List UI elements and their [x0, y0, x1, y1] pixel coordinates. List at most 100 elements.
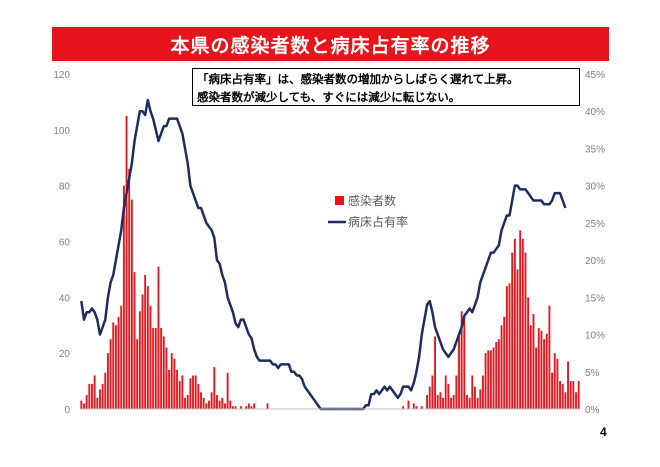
case-bar: [516, 269, 519, 409]
case-bar: [495, 342, 498, 409]
case-bar: [213, 367, 216, 410]
case-bar: [189, 378, 192, 409]
right-axis-tick-label: 40%: [585, 107, 605, 118]
case-bar: [144, 275, 147, 409]
case-bar: [181, 375, 184, 409]
case-bar: [85, 395, 88, 409]
left-axis-tick-label: 120: [53, 70, 70, 81]
left-axis-tick-label: 40: [59, 293, 71, 304]
case-bar: [489, 350, 492, 410]
case-bar: [165, 347, 168, 409]
case-bar: [226, 372, 229, 409]
case-bar: [122, 185, 125, 409]
case-bar: [208, 400, 210, 410]
case-bar: [99, 389, 101, 409]
case-bar: [412, 403, 415, 409]
right-axis-ticks: 0% 5% 10% 15% 20% 25% 30% 35% 40% 45%: [585, 70, 605, 416]
case-bar: [428, 386, 431, 409]
case-bar: [540, 330, 543, 409]
case-bar: [117, 316, 120, 410]
case-bar: [197, 383, 200, 410]
case-bar: [80, 400, 83, 410]
case-bar: [519, 230, 522, 409]
case-bar: [450, 397, 452, 409]
case-bar: [524, 252, 527, 409]
case-bar: [178, 381, 181, 409]
case-bar: [471, 375, 474, 409]
case-bar: [104, 372, 107, 409]
case-bar: [192, 375, 194, 409]
legend-bar-swatch: [335, 196, 344, 205]
annotation-line-2: 感染者数が減少しても、すぐには減少に転じない。: [197, 90, 461, 104]
case-bar: [564, 392, 567, 409]
case-bar: [247, 403, 250, 409]
case-bar: [569, 381, 572, 409]
case-bar: [479, 389, 482, 409]
case-bar: [476, 397, 479, 409]
case-bar: [439, 392, 442, 409]
left-axis-ticks: 0 20 40 60 80 100 120: [53, 70, 70, 416]
case-bar: [508, 283, 511, 410]
case-bar: [474, 386, 476, 409]
case-bar: [460, 311, 463, 409]
case-bar: [468, 397, 471, 409]
case-bar: [431, 375, 434, 409]
case-bar: [492, 347, 495, 409]
right-axis-tick-label: 45%: [585, 70, 605, 81]
case-bar: [561, 383, 564, 410]
case-bar: [216, 395, 218, 409]
case-bar: [91, 383, 93, 410]
case-bar: [234, 406, 237, 409]
right-axis-tick-label: 10%: [585, 331, 605, 342]
case-bar: [436, 395, 439, 409]
left-axis-tick-label: 60: [59, 238, 71, 249]
case-bar: [112, 322, 115, 409]
case-bar: [407, 400, 410, 410]
case-bar: [152, 328, 155, 409]
case-bar: [572, 381, 575, 409]
case-bar: [521, 238, 524, 409]
case-bar: [532, 314, 535, 409]
case-bar: [545, 333, 548, 410]
case-bar: [466, 395, 468, 409]
case-bar: [529, 325, 532, 409]
legend: 感染者数 病床占有率: [328, 193, 408, 229]
case-bar: [250, 406, 253, 409]
case-bar: [157, 266, 160, 410]
case-bar: [88, 383, 91, 410]
left-axis-tick-label: 80: [59, 182, 71, 193]
case-bar: [500, 325, 503, 409]
case-bar: [146, 286, 149, 409]
case-bar: [458, 336, 460, 409]
right-axis-tick-label: 35%: [585, 144, 605, 155]
case-bar: [481, 375, 484, 409]
case-bar: [202, 397, 205, 409]
case-bar: [231, 406, 234, 409]
case-bar: [138, 311, 141, 409]
case-bar: [463, 316, 466, 410]
case-bar: [93, 375, 96, 409]
right-axis-tick-label: 30%: [585, 182, 605, 193]
case-bar: [224, 403, 226, 409]
case-bar: [149, 305, 152, 409]
case-bar: [128, 168, 131, 409]
case-bar: [200, 392, 202, 409]
case-bar: [447, 383, 450, 410]
case-bar: [415, 406, 418, 409]
case-bar: [83, 403, 85, 409]
left-axis-tick-label: 0: [64, 405, 70, 416]
case-bar: [513, 238, 516, 409]
annotation-line-1: 「病床占有率」は、感染者数の増加からしばらく遅れて上昇。: [197, 72, 519, 86]
case-bar: [245, 406, 248, 409]
case-bar: [218, 400, 221, 410]
left-axis-tick-label: 100: [53, 126, 70, 137]
case-bar: [184, 397, 186, 409]
case-bar: [109, 339, 112, 409]
case-bar: [133, 272, 136, 409]
case-bar: [487, 350, 490, 410]
case-bar: [442, 397, 444, 409]
case-bar: [527, 297, 530, 409]
legend-label-cases: 感染者数: [348, 193, 396, 208]
case-bar: [452, 395, 455, 409]
